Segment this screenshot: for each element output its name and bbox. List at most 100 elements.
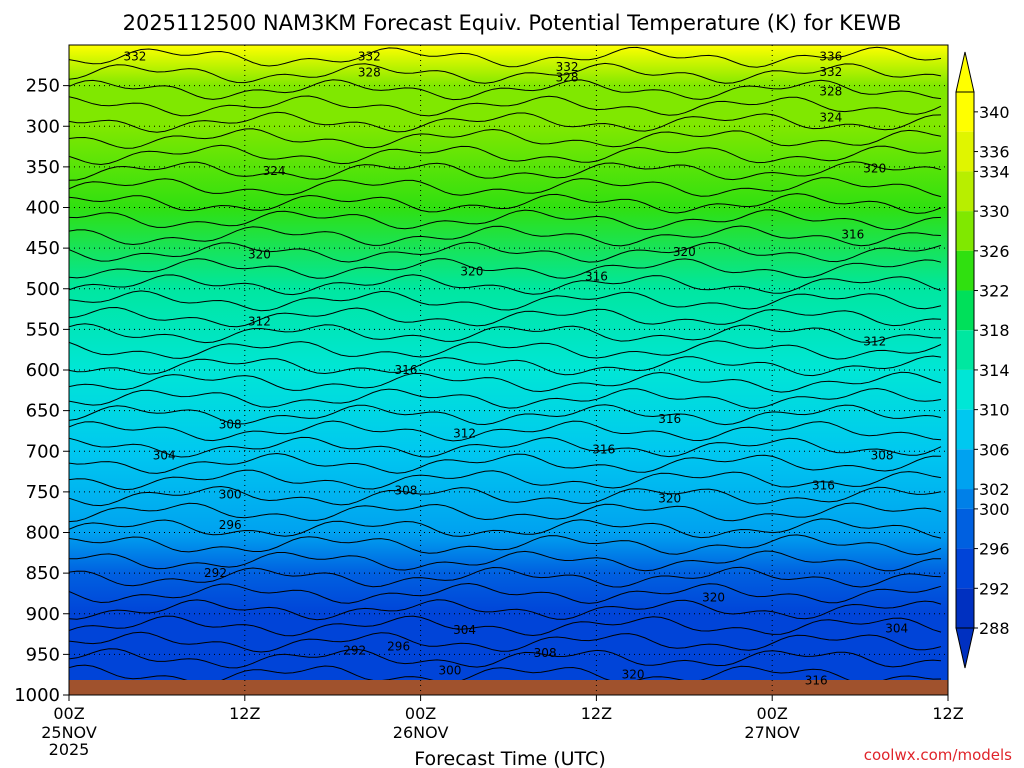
contour-line: [69, 566, 942, 588]
contour-label: 332: [819, 65, 842, 79]
contour-line: [69, 582, 942, 604]
x-tick-label: 00Z: [757, 704, 788, 723]
colorbar-tick-label: 340: [979, 103, 1010, 122]
contour-label: 308: [394, 483, 417, 497]
contour-label: 316: [805, 673, 828, 687]
field-background: [69, 45, 948, 695]
y-tick-label: 600: [26, 360, 60, 381]
colorbar-band: [956, 449, 974, 490]
contour-line: [69, 631, 942, 653]
contour-label: 316: [658, 412, 681, 426]
contour-line: [69, 452, 942, 474]
contour-line: [69, 62, 942, 84]
y-tick-label: 950: [26, 644, 60, 665]
colorbar-tick-label: 300: [979, 500, 1010, 519]
contour-label: 320: [863, 162, 886, 176]
y-tick-label: 500: [26, 279, 60, 300]
colorbar-band: [956, 508, 974, 549]
contour-label: 316: [585, 270, 608, 284]
x-tick-label: 12Z: [229, 704, 260, 723]
contour-label: 292: [204, 566, 227, 580]
contour-line: [69, 648, 942, 669]
colorbar-band: [956, 250, 974, 291]
x-tick-label: 12Z: [581, 704, 612, 723]
contour-label: 320: [673, 245, 696, 259]
y-tick-label: 750: [26, 482, 60, 503]
colorbar-tick-label: 336: [979, 143, 1010, 162]
colorbar-tick-label: 314: [979, 361, 1010, 380]
contour-line: [69, 518, 942, 539]
x-year-label: 2025: [49, 740, 90, 759]
contour-label: 332: [556, 60, 579, 74]
y-tick-label: 850: [26, 563, 60, 584]
chart-title: 2025112500 NAM3KM Forecast Equiv. Potent…: [123, 11, 902, 35]
contour-label: 304: [453, 623, 476, 637]
contour-label: 316: [812, 478, 835, 492]
colorbar-band: [956, 548, 974, 589]
x-axis-title: Forecast Time (UTC): [414, 748, 605, 768]
colorbar-band: [956, 171, 974, 212]
y-tick-label: 400: [26, 198, 60, 219]
contour-line: [69, 371, 942, 393]
contour-line: [69, 534, 942, 556]
colorbar-band: [956, 369, 974, 410]
contour-label: 320: [248, 248, 271, 262]
contour-label: 304: [885, 621, 908, 635]
colorbar-band: [956, 489, 974, 509]
contour-label: 320: [658, 491, 681, 505]
colorbar-tick-label: 296: [979, 540, 1010, 559]
contour-line: [69, 95, 942, 117]
colorbar-tick-label: 318: [979, 321, 1010, 340]
x-date-label: 27NOV: [744, 723, 800, 742]
contour-line: [69, 128, 942, 149]
contour-label: 316: [841, 227, 864, 241]
contour-line: [69, 469, 942, 491]
contour-label: 312: [453, 426, 476, 440]
y-tick-label: 800: [26, 523, 60, 544]
colorbar-band: [956, 211, 974, 251]
contour-label: 304: [153, 448, 176, 462]
y-tick-label: 700: [26, 441, 60, 462]
contour-line: [69, 111, 942, 133]
colorbar-tick-label: 322: [979, 282, 1010, 301]
contour-label: 312: [248, 314, 271, 328]
contour-line: [69, 241, 942, 263]
contour-line: [69, 387, 942, 409]
contour-line: [69, 502, 942, 523]
contour-lines: [69, 46, 942, 685]
contour-line: [69, 420, 942, 442]
contour-line: [69, 46, 942, 68]
y-axis: 250 300 350 400 450 500 550 600 650 700 750 800 850 9…: [14, 76, 69, 706]
colorbar-band: [956, 131, 974, 172]
colorbar-min-arrow: [955, 627, 975, 669]
contour-line: [69, 306, 942, 328]
colorbar-band: [956, 330, 974, 370]
contour-label: 296: [219, 518, 242, 532]
contour-line: [69, 436, 942, 458]
contour-line: [69, 485, 942, 507]
y-tick-label: 250: [26, 76, 60, 97]
credit-text: coolwx.com/models: [864, 746, 1012, 764]
contour-label: 328: [556, 71, 579, 85]
y-tick-label: 1000: [14, 685, 60, 706]
contour-line: [69, 177, 942, 198]
contour-label: 328: [358, 66, 381, 80]
colorbar-tick-label: 310: [979, 401, 1010, 420]
y-tick-label: 550: [26, 319, 60, 340]
contour-label: 292: [343, 643, 366, 657]
contour-line: [69, 258, 942, 279]
colorbar-tick-label: 292: [979, 579, 1010, 598]
contour-line: [69, 323, 942, 344]
x-tick-label: 00Z: [53, 704, 84, 723]
y-tick-label: 900: [26, 604, 60, 625]
terrain-ground: [69, 680, 948, 695]
y-tick-label: 650: [26, 401, 60, 422]
contour-label: 308: [534, 646, 557, 660]
x-date-label: 25NOV: [41, 723, 97, 742]
contour-label: 308: [871, 448, 894, 462]
contour-label: 332: [123, 49, 146, 63]
colorbar-tick-label: 334: [979, 162, 1010, 181]
x-date-label: 26NOV: [393, 723, 449, 742]
